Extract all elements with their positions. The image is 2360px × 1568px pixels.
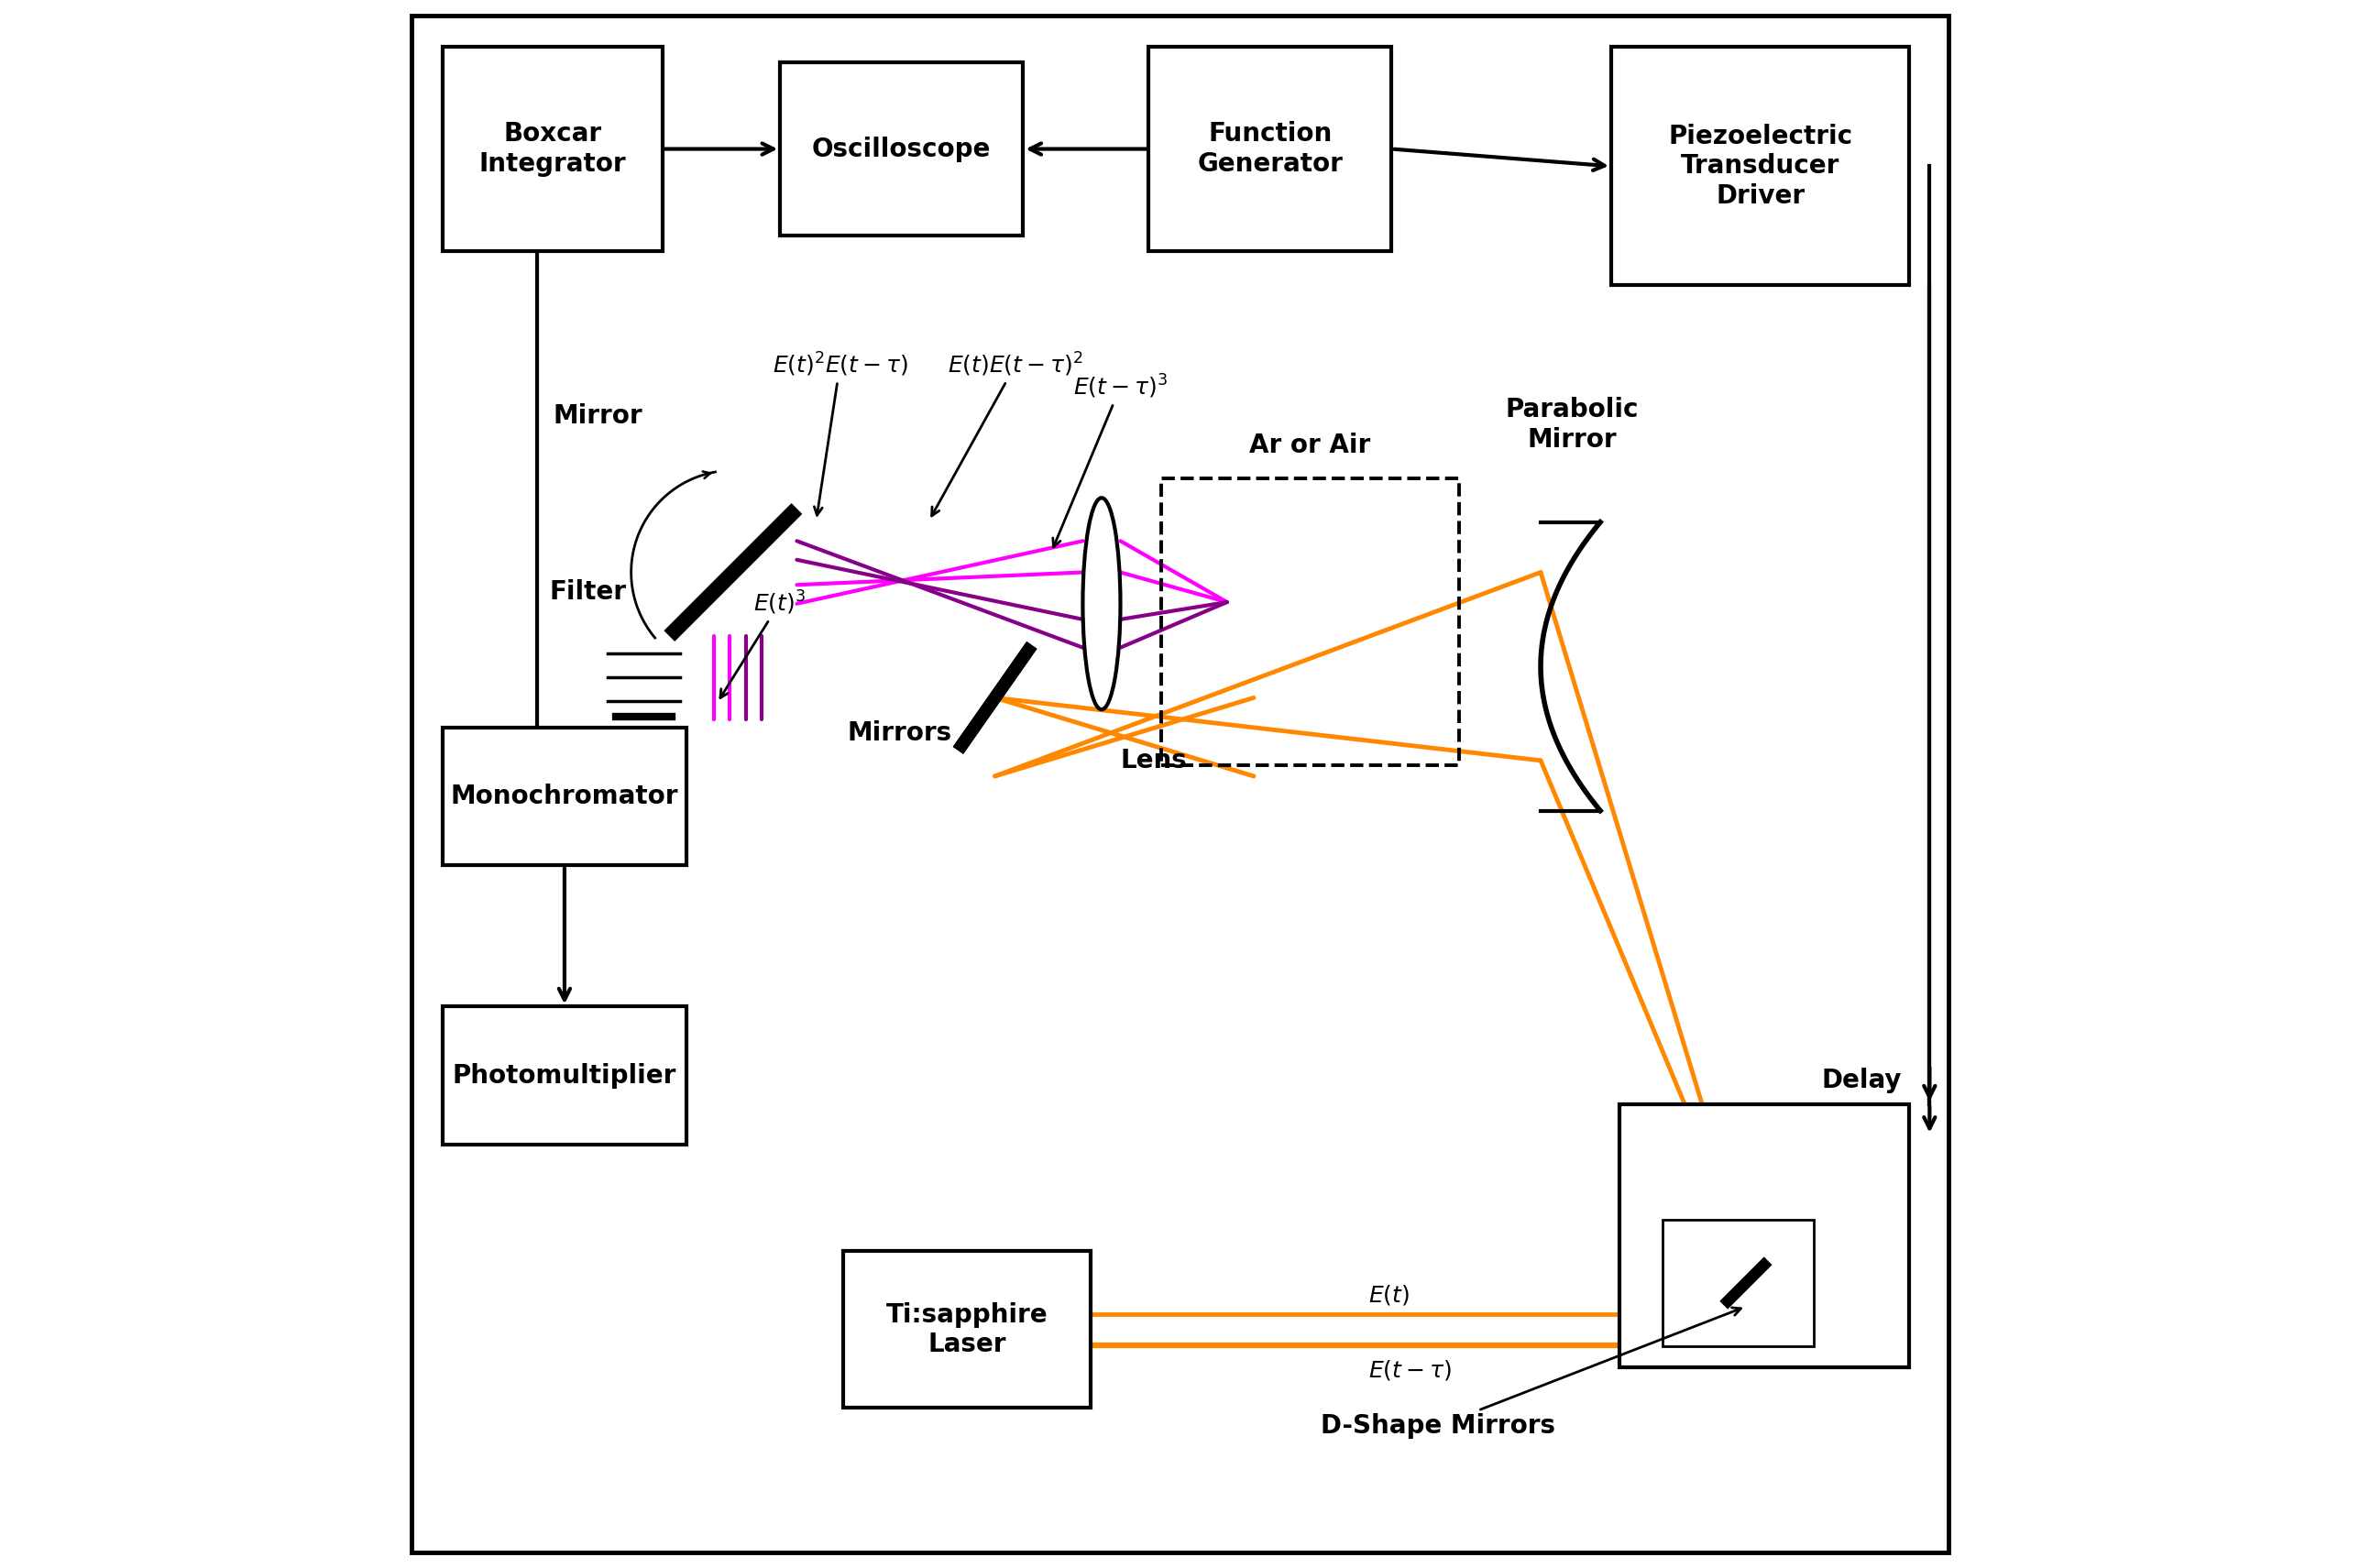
- Text: $E(t)^3$: $E(t)^3$: [720, 590, 805, 698]
- FancyBboxPatch shape: [411, 16, 1949, 1552]
- FancyBboxPatch shape: [444, 1007, 687, 1145]
- Text: Ar or Air: Ar or Air: [1248, 433, 1371, 459]
- Text: Lens: Lens: [1121, 748, 1187, 775]
- FancyBboxPatch shape: [444, 47, 663, 251]
- FancyBboxPatch shape: [1661, 1220, 1812, 1347]
- Text: $E(t)E(t-\tau)^2$: $E(t)E(t-\tau)^2$: [932, 351, 1083, 516]
- Text: Mirror: Mirror: [552, 403, 642, 430]
- Text: D-Shape Mirrors: D-Shape Mirrors: [1322, 1308, 1742, 1439]
- Text: Piezoelectric
Transducer
Driver: Piezoelectric Transducer Driver: [1669, 124, 1853, 209]
- Text: $E(t-\tau)$: $E(t-\tau)$: [1369, 1358, 1451, 1381]
- FancyBboxPatch shape: [1619, 1104, 1909, 1367]
- FancyBboxPatch shape: [843, 1251, 1090, 1408]
- Text: Ti:sapphire
Laser: Ti:sapphire Laser: [885, 1301, 1048, 1358]
- Text: Monochromator: Monochromator: [451, 784, 677, 809]
- Text: Oscilloscope: Oscilloscope: [812, 136, 991, 162]
- Text: Boxcar
Integrator: Boxcar Integrator: [479, 121, 625, 177]
- Text: Mirrors: Mirrors: [847, 720, 951, 746]
- FancyBboxPatch shape: [444, 728, 687, 866]
- Text: Delay: Delay: [1822, 1068, 1902, 1094]
- Text: Parabolic
Mirror: Parabolic Mirror: [1506, 397, 1638, 453]
- FancyBboxPatch shape: [1612, 47, 1909, 285]
- FancyBboxPatch shape: [781, 63, 1024, 235]
- Text: Function
Generator: Function Generator: [1197, 121, 1343, 177]
- Text: Filter: Filter: [550, 579, 628, 605]
- Text: $E(t)^2E(t-\tau)$: $E(t)^2E(t-\tau)$: [772, 351, 909, 516]
- FancyBboxPatch shape: [1149, 47, 1392, 251]
- Text: Photomultiplier: Photomultiplier: [453, 1063, 677, 1088]
- Text: $E(t-\tau)^3$: $E(t-\tau)^3$: [1053, 373, 1168, 547]
- Text: $E(t)$: $E(t)$: [1369, 1283, 1409, 1306]
